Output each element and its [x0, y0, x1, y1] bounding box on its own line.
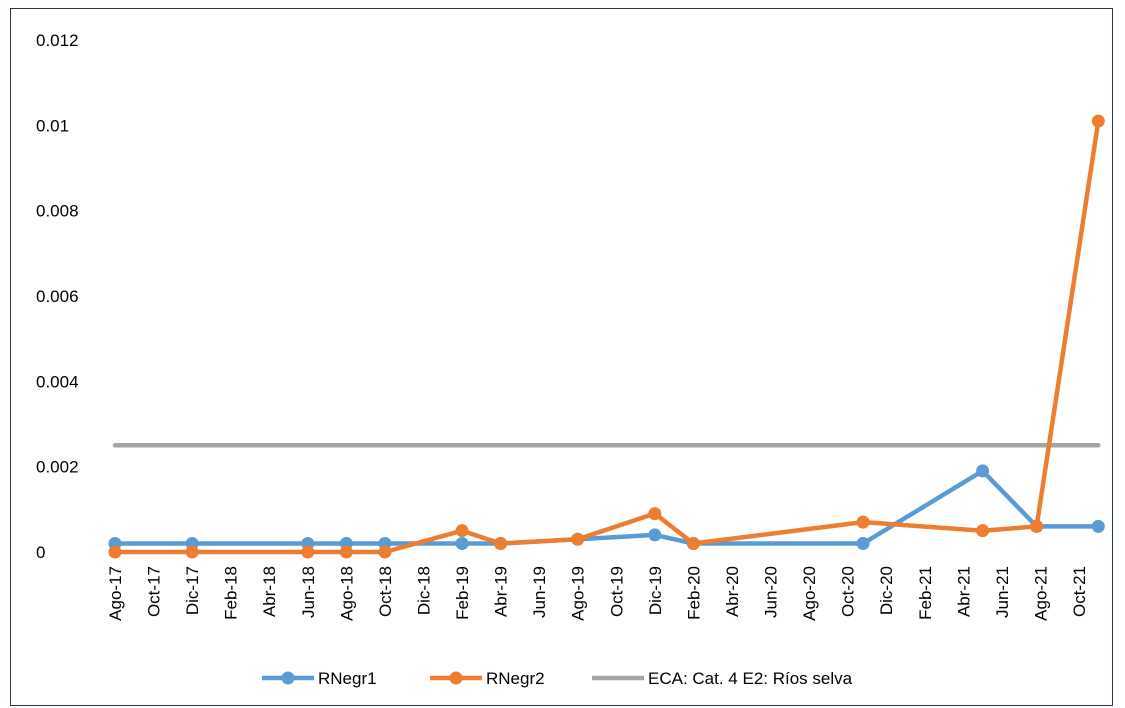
x-tick-label: Oct-18 — [376, 566, 395, 617]
x-tick-label: Abr-20 — [723, 566, 742, 617]
y-tick-label: 0.008 — [36, 202, 79, 221]
data-point — [1091, 519, 1105, 533]
legend-label: RNegr1 — [318, 669, 377, 688]
x-tick-label: Feb-20 — [684, 566, 703, 620]
x-tick-label: Dic-19 — [646, 566, 665, 615]
legend-item: RNegr2 — [430, 669, 545, 688]
x-tick-label: Abr-21 — [954, 566, 973, 617]
data-point — [378, 545, 392, 559]
data-point — [301, 545, 315, 559]
series-line — [112, 118, 1101, 555]
data-point — [339, 545, 353, 559]
series-layer — [108, 114, 1105, 559]
x-tick-label: Abr-18 — [260, 566, 279, 617]
data-point — [686, 536, 700, 550]
x-tick-label: Dic-17 — [183, 566, 202, 615]
x-tick-label: Ago-17 — [106, 566, 125, 621]
data-point — [108, 545, 122, 559]
x-axis-ticks: Ago-17 Oct-17 Dic-17 Feb-18 Abr-18 Jun-18 Ago-… — [106, 566, 1089, 621]
x-tick-label: Jun-20 — [762, 566, 781, 618]
legend-label: ECA: Cat. 4 E2: Ríos selva — [648, 669, 853, 688]
x-tick-label: Abr-19 — [492, 566, 511, 617]
y-tick-label: 0 — [36, 543, 45, 562]
x-tick-label: Jun-19 — [530, 566, 549, 618]
x-tick-label: Oct-19 — [607, 566, 626, 617]
x-tick-label: Oct-17 — [145, 566, 164, 617]
x-tick-label: Ago-20 — [800, 566, 819, 621]
y-tick-label: 0.002 — [36, 458, 79, 477]
series-rnegr2 — [108, 114, 1105, 559]
data-point — [976, 464, 990, 478]
data-point — [494, 536, 508, 550]
data-point — [648, 507, 662, 521]
x-tick-label: Ago-18 — [337, 566, 356, 621]
data-point — [648, 528, 662, 542]
x-tick-label: Jun-18 — [299, 566, 318, 618]
x-tick-label: Ago-21 — [1031, 566, 1050, 621]
data-point — [455, 536, 469, 550]
x-tick-label: Dic-18 — [414, 566, 433, 615]
legend-marker — [449, 671, 463, 685]
data-point — [185, 545, 199, 559]
chart-frame — [10, 8, 1113, 706]
legend-item: RNegr1 — [262, 669, 377, 688]
series-line — [112, 468, 1101, 546]
x-tick-label: Ago-19 — [569, 566, 588, 621]
x-tick-label: Oct-20 — [839, 566, 858, 617]
x-tick-label: Oct-21 — [1070, 566, 1089, 617]
x-tick-label: Feb-18 — [222, 566, 241, 620]
legend-label: RNegr2 — [486, 669, 545, 688]
legend: RNegr1 RNegr2 ECA: Cat. 4 E2: Ríos selva — [262, 669, 853, 688]
data-point — [856, 536, 870, 550]
x-tick-label: Feb-21 — [916, 566, 935, 620]
data-point — [856, 515, 870, 529]
y-tick-label: 0.012 — [36, 31, 79, 50]
data-point — [1030, 519, 1044, 533]
data-point — [1091, 114, 1105, 128]
data-point — [571, 532, 585, 546]
x-tick-label: Jun-21 — [993, 566, 1012, 618]
legend-marker — [281, 671, 295, 685]
y-axis-ticks: 0 0.002 0.004 0.006 0.008 0.01 0.012 — [36, 31, 79, 562]
x-tick-label: Dic-20 — [877, 566, 896, 615]
y-tick-label: 0.004 — [36, 372, 79, 391]
legend-item: ECA: Cat. 4 E2: Ríos selva — [592, 669, 853, 688]
data-point — [976, 524, 990, 538]
data-point — [455, 524, 469, 538]
y-tick-label: 0.006 — [36, 287, 79, 306]
x-tick-label: Feb-19 — [453, 566, 472, 620]
series-rnegr1 — [108, 464, 1105, 550]
y-tick-label: 0.01 — [36, 116, 69, 135]
